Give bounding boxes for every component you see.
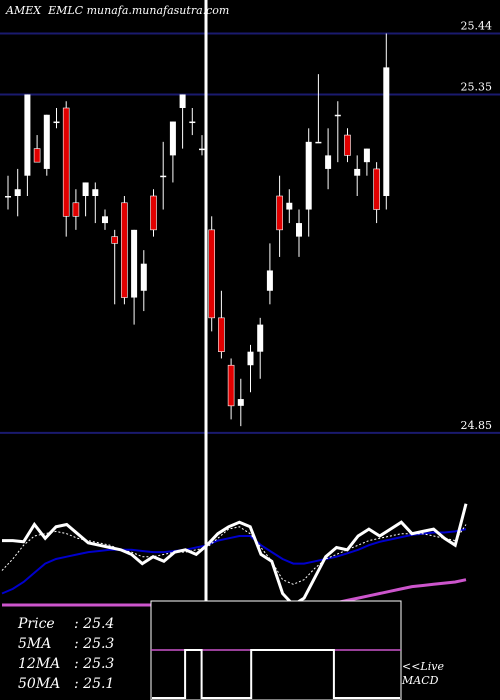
candle bbox=[305, 128, 312, 237]
candle-body bbox=[82, 182, 89, 196]
candle-body bbox=[344, 134, 351, 156]
candle-body bbox=[363, 148, 370, 163]
candle bbox=[140, 250, 147, 312]
candle-body bbox=[62, 107, 70, 217]
candle-body bbox=[24, 94, 31, 176]
candle-body bbox=[237, 399, 244, 406]
candle-body bbox=[14, 189, 21, 196]
candle-body bbox=[72, 202, 80, 217]
candle bbox=[296, 209, 302, 257]
stat-price: Price: 25.4 bbox=[18, 616, 115, 632]
candle-body bbox=[286, 202, 293, 210]
candle-body bbox=[92, 189, 99, 196]
candle bbox=[237, 378, 244, 427]
candle-body bbox=[227, 364, 235, 407]
candle bbox=[344, 128, 351, 163]
stat-12ma: 12MA: 25.3 bbox=[18, 656, 115, 672]
candle bbox=[354, 155, 361, 196]
candle-body bbox=[5, 196, 11, 198]
candle-body bbox=[160, 175, 167, 178]
oscillator-signal-line bbox=[1, 524, 467, 585]
candle-body bbox=[247, 351, 254, 366]
candle bbox=[53, 108, 60, 129]
candle-body bbox=[121, 202, 128, 298]
candle bbox=[150, 189, 157, 237]
candle-body bbox=[373, 168, 380, 210]
candle bbox=[334, 101, 341, 163]
candle bbox=[121, 196, 128, 305]
candle bbox=[102, 209, 108, 230]
oscillator-fast-line bbox=[2, 503, 468, 607]
candle bbox=[286, 189, 293, 224]
candle-body bbox=[199, 148, 205, 151]
price-level-label: 25.35 bbox=[461, 80, 493, 93]
candle bbox=[82, 182, 89, 217]
candle-body bbox=[305, 141, 312, 210]
candle bbox=[160, 141, 167, 210]
live-macd-link[interactable]: <<Live MACD bbox=[402, 660, 444, 687]
candle-body bbox=[33, 148, 41, 163]
candle-body bbox=[102, 216, 108, 224]
candle bbox=[131, 229, 138, 325]
candle-body bbox=[334, 114, 341, 117]
candle-body bbox=[140, 263, 147, 291]
candle bbox=[227, 358, 235, 420]
stat-50ma: 50MA: 25.1 bbox=[18, 676, 115, 692]
exchange-label: AMEX bbox=[6, 4, 42, 17]
candle-body bbox=[43, 114, 50, 169]
candle-body bbox=[218, 317, 225, 352]
candle bbox=[257, 317, 264, 379]
candle-body bbox=[315, 141, 322, 144]
candle-body bbox=[208, 229, 215, 319]
macd-signal-line bbox=[152, 649, 400, 699]
candle bbox=[325, 128, 332, 190]
candle bbox=[266, 243, 273, 305]
price-level-label: 25.44 bbox=[461, 20, 493, 33]
candle-body bbox=[354, 168, 361, 176]
candle-body bbox=[111, 236, 118, 244]
chart-header: AMEX EMLC munafa.munafasutra.com bbox=[6, 4, 229, 17]
candle bbox=[208, 216, 215, 332]
candle bbox=[218, 290, 225, 359]
candle-body bbox=[179, 94, 186, 108]
stat-5ma: 5MA: 25.3 bbox=[18, 636, 115, 652]
oscillator-mid-line bbox=[1, 528, 467, 595]
candle-body bbox=[383, 67, 390, 196]
symbol-label: EMLC bbox=[48, 4, 84, 17]
candle bbox=[5, 175, 11, 210]
candle-body bbox=[266, 270, 273, 291]
candle bbox=[62, 101, 70, 237]
candle bbox=[199, 135, 205, 156]
candle bbox=[14, 168, 21, 217]
site-label: munafa.munafasutra.com bbox=[86, 4, 230, 17]
candle-body bbox=[296, 223, 302, 237]
candle bbox=[43, 114, 50, 176]
candle-body bbox=[276, 195, 283, 231]
candle bbox=[276, 175, 283, 257]
candle bbox=[363, 148, 370, 176]
candle bbox=[169, 121, 176, 183]
candle bbox=[111, 229, 118, 305]
candle bbox=[373, 162, 380, 224]
candle bbox=[383, 33, 390, 210]
candle-body bbox=[325, 155, 332, 169]
candle-body bbox=[169, 121, 176, 156]
candle bbox=[179, 94, 186, 149]
candle bbox=[247, 344, 254, 393]
candle-body bbox=[53, 121, 60, 124]
price-level-label: 24.85 bbox=[461, 419, 493, 432]
candle bbox=[92, 182, 99, 224]
candle-body bbox=[150, 195, 157, 231]
candle bbox=[24, 94, 31, 196]
candle-body bbox=[189, 121, 196, 124]
candle bbox=[315, 74, 322, 144]
candle bbox=[33, 135, 41, 163]
candle bbox=[72, 189, 80, 230]
stats-panel: Price: 25.4 5MA: 25.3 12MA: 25.3 50MA: 2… bbox=[18, 614, 114, 694]
candle-body bbox=[257, 324, 264, 352]
candle bbox=[189, 108, 196, 136]
candle-body bbox=[131, 229, 138, 298]
